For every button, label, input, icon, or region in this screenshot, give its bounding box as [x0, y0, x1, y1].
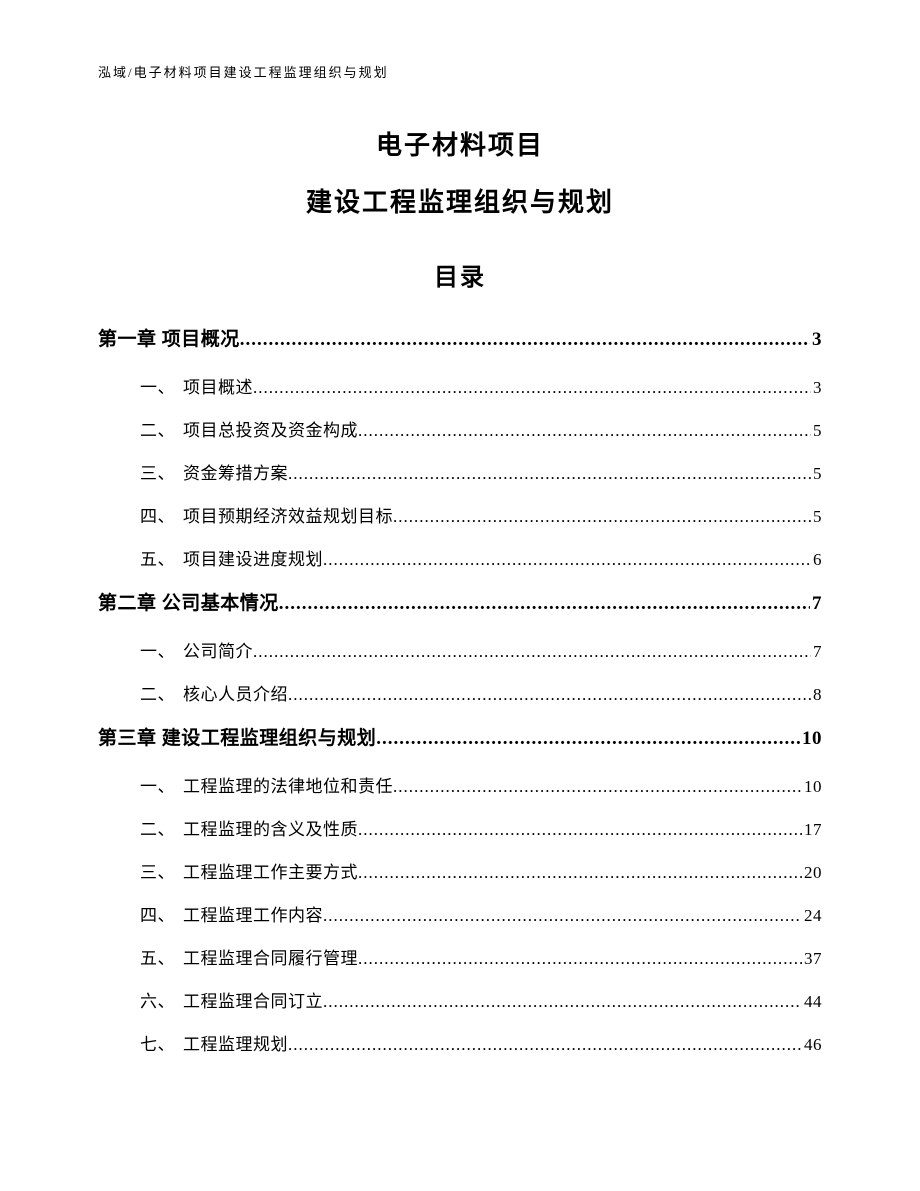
toc-sub-label: 工程监理工作内容 [183, 901, 323, 926]
toc-sub-page: 17 [802, 820, 822, 840]
toc-list: 第一章 项目概况 3 一、 项目概述 3 二、 项目总投资及资金构成 5 三、 … [98, 324, 822, 1055]
toc-sub-label: 工程监理合同订立 [183, 987, 323, 1012]
toc-leader [323, 992, 802, 1012]
toc-sub-item: 六、 工程监理合同订立 44 [98, 987, 822, 1012]
toc-sub-page: 7 [811, 642, 822, 662]
toc-sub-label: 资金筹措方案 [183, 459, 288, 484]
toc-sub-prefix: 六、 [140, 987, 175, 1012]
toc-chapter: 第二章 公司基本情况 7 [98, 588, 822, 615]
toc-sub-page: 5 [811, 464, 822, 484]
page-header: 泓域/电子材料项目建设工程监理组织与规划 [98, 62, 822, 81]
toc-sub-prefix: 三、 [140, 858, 175, 883]
toc-leader [323, 550, 811, 570]
toc-leader [358, 863, 802, 883]
toc-chapter: 第一章 项目概况 3 [98, 324, 822, 351]
toc-sub-item: 二、 核心人员介绍 8 [98, 680, 822, 705]
toc-sub-item: 三、 资金筹措方案 5 [98, 459, 822, 484]
toc-leader [253, 642, 811, 662]
toc-sub-page: 8 [811, 685, 822, 705]
toc-chapter-label: 第一章 项目概况 [98, 324, 240, 351]
toc-sub-item: 四、 项目预期经济效益规划目标 5 [98, 502, 822, 527]
toc-chapter-page: 10 [800, 728, 822, 750]
toc-sub-item: 二、 项目总投资及资金构成 5 [98, 416, 822, 441]
toc-sub-page: 37 [802, 949, 822, 969]
toc-sub-item: 一、 工程监理的法律地位和责任 10 [98, 772, 822, 797]
toc-sub-prefix: 二、 [140, 815, 175, 840]
toc-sub-label: 核心人员介绍 [183, 680, 288, 705]
doc-title-line-2: 建设工程监理组织与规划 [98, 182, 822, 219]
toc-sub-page: 5 [811, 507, 822, 527]
toc-sub-item: 三、 工程监理工作主要方式 20 [98, 858, 822, 883]
toc-leader [358, 949, 802, 969]
toc-sub-page: 24 [802, 906, 822, 926]
toc-sub-item: 七、 工程监理规划 46 [98, 1030, 822, 1055]
toc-sub-label: 项目概述 [183, 373, 253, 398]
toc-sub-label: 工程监理工作主要方式 [183, 858, 358, 883]
toc-sub-label: 公司简介 [183, 637, 253, 662]
toc-sub-item: 二、 工程监理的含义及性质 17 [98, 815, 822, 840]
toc-leader [253, 378, 811, 398]
toc-sub-label: 工程监理规划 [183, 1030, 288, 1055]
toc-sub-label: 项目预期经济效益规划目标 [183, 502, 393, 527]
toc-leader [288, 1035, 802, 1055]
toc-sub-prefix: 七、 [140, 1030, 175, 1055]
toc-leader [393, 777, 802, 797]
toc-sub-label: 工程监理合同履行管理 [183, 944, 358, 969]
toc-sub-prefix: 五、 [140, 944, 175, 969]
toc-chapter-label: 第三章 建设工程监理组织与规划 [98, 723, 376, 750]
toc-sub-prefix: 一、 [140, 373, 175, 398]
toc-sub-label: 项目建设进度规划 [183, 545, 323, 570]
toc-sub-label: 工程监理的含义及性质 [183, 815, 358, 840]
toc-leader [376, 728, 800, 750]
toc-leader [358, 421, 811, 441]
toc-leader [393, 507, 811, 527]
toc-sub-prefix: 三、 [140, 459, 175, 484]
toc-sub-item: 一、 公司简介 7 [98, 637, 822, 662]
toc-sub-page: 10 [802, 777, 822, 797]
toc-sub-page: 5 [811, 421, 822, 441]
toc-leader [240, 329, 810, 351]
toc-leader [279, 593, 810, 615]
toc-heading: 目录 [98, 257, 822, 292]
toc-leader [288, 464, 811, 484]
toc-sub-prefix: 四、 [140, 901, 175, 926]
toc-sub-prefix: 五、 [140, 545, 175, 570]
toc-sub-item: 四、 工程监理工作内容 24 [98, 901, 822, 926]
toc-chapter-label: 第二章 公司基本情况 [98, 588, 279, 615]
toc-sub-item: 五、 工程监理合同履行管理 37 [98, 944, 822, 969]
toc-sub-page: 46 [802, 1035, 822, 1055]
toc-sub-page: 3 [811, 378, 822, 398]
toc-sub-label: 项目总投资及资金构成 [183, 416, 358, 441]
toc-sub-prefix: 二、 [140, 416, 175, 441]
toc-leader [323, 906, 802, 926]
toc-chapter-page: 3 [810, 329, 822, 351]
doc-title-line-1: 电子材料项目 [98, 125, 822, 162]
toc-sub-prefix: 一、 [140, 772, 175, 797]
toc-sub-item: 一、 项目概述 3 [98, 373, 822, 398]
toc-sub-page: 6 [811, 550, 822, 570]
toc-sub-page: 20 [802, 863, 822, 883]
toc-leader [288, 685, 811, 705]
toc-sub-prefix: 一、 [140, 637, 175, 662]
toc-chapter: 第三章 建设工程监理组织与规划 10 [98, 723, 822, 750]
toc-sub-item: 五、 项目建设进度规划 6 [98, 545, 822, 570]
toc-sub-prefix: 二、 [140, 680, 175, 705]
toc-sub-page: 44 [802, 992, 822, 1012]
toc-sub-prefix: 四、 [140, 502, 175, 527]
toc-leader [358, 820, 802, 840]
toc-chapter-page: 7 [810, 593, 822, 615]
toc-sub-label: 工程监理的法律地位和责任 [183, 772, 393, 797]
